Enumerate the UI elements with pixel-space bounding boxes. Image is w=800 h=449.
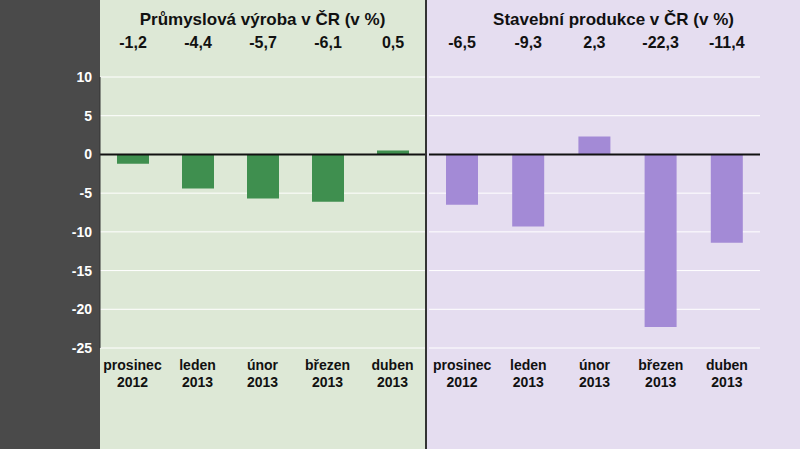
svg-text:-15: -15 (72, 263, 92, 279)
svg-text:-4,4: -4,4 (184, 34, 212, 51)
svg-text:5: 5 (84, 108, 92, 124)
svg-text:březen2013: březen2013 (305, 357, 350, 390)
html-text:Průmyslová výroba v ČR (v %): Průmyslová výroba v ČR (v %) (139, 10, 386, 29)
svg-text:0: 0 (84, 146, 92, 162)
svg-text:leden2013: leden2013 (510, 357, 547, 390)
svg-text:-1,2: -1,2 (119, 34, 147, 51)
svg-text:-5: -5 (80, 185, 93, 201)
svg-text:10: 10 (76, 69, 92, 85)
svg-text:leden2013: leden2013 (179, 357, 216, 390)
html-text:Stavební produkce v ČR (v %): Stavební produkce v ČR (v %) (493, 10, 734, 29)
svg-text:-20: -20 (72, 301, 92, 317)
svg-text:duben2013: duben2013 (706, 357, 748, 390)
svg-text:-10: -10 (72, 224, 92, 240)
svg-text:-5,7: -5,7 (249, 34, 277, 51)
svg-text:únor2013: únor2013 (579, 357, 611, 390)
svg-text:-25: -25 (72, 340, 92, 356)
svg-text:2,3: 2,3 (583, 34, 605, 51)
svg-text:0,5: 0,5 (382, 34, 404, 51)
svg-text:-6,5: -6,5 (448, 34, 476, 51)
svg-text:prosinec2012: prosinec2012 (103, 357, 162, 390)
svg-text:-11,4: -11,4 (709, 34, 745, 51)
svg-text:duben2013: duben2013 (372, 357, 414, 390)
svg-text:prosinec2012: prosinec2012 (433, 357, 492, 390)
svg-text:únor2013: únor2013 (247, 357, 279, 390)
svg-text:-6,1: -6,1 (314, 34, 342, 51)
svg-text:březen2013: březen2013 (638, 357, 683, 390)
svg-text:-22,3: -22,3 (642, 34, 679, 51)
svg-text:-9,3: -9,3 (514, 34, 542, 51)
